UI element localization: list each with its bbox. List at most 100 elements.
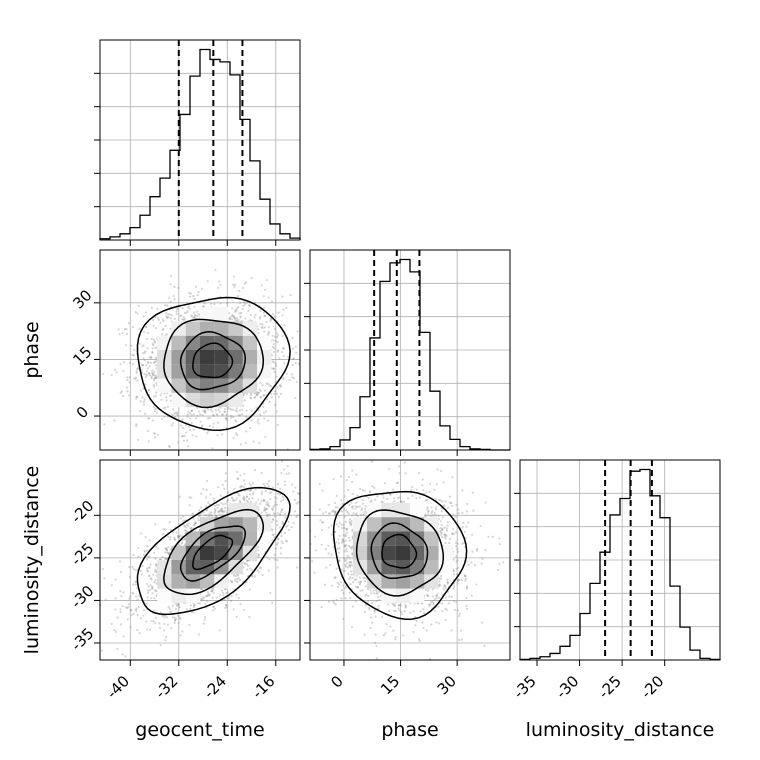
sample-point	[350, 573, 353, 576]
sample-point	[131, 325, 135, 329]
sample-point	[127, 606, 130, 609]
sample-point	[170, 314, 173, 317]
sample-point	[275, 375, 278, 378]
sample-point	[251, 482, 255, 485]
sample-point	[262, 482, 265, 486]
sample-point	[249, 493, 252, 496]
sample-point	[234, 310, 237, 313]
sample-point	[132, 354, 135, 357]
sample-point	[205, 509, 208, 512]
sample-point	[198, 509, 201, 512]
sample-point	[148, 555, 151, 558]
sample-point	[404, 472, 407, 475]
sample-point	[171, 604, 174, 607]
sample-point	[202, 622, 205, 625]
density-cell	[171, 378, 186, 393]
sample-point	[151, 585, 154, 588]
sample-point	[197, 312, 200, 316]
sample-point	[135, 395, 138, 398]
sample-point	[175, 310, 178, 313]
density-cell	[242, 350, 258, 365]
sample-point	[263, 326, 266, 329]
sample-point	[270, 385, 273, 388]
sample-point	[169, 548, 172, 551]
sample-point	[162, 629, 166, 632]
sample-point	[176, 411, 179, 414]
sample-point	[284, 516, 287, 519]
sample-point	[165, 548, 169, 551]
sample-point	[193, 483, 195, 485]
sample-point	[223, 509, 226, 512]
contour-level	[136, 296, 291, 431]
sample-point	[215, 596, 218, 599]
sample-point	[294, 396, 297, 400]
sample-point	[364, 507, 367, 511]
sample-point	[136, 628, 139, 632]
sample-point	[119, 570, 123, 574]
sample-point	[110, 373, 113, 377]
sample-point	[235, 432, 238, 435]
sample-point	[155, 376, 158, 379]
sample-point	[164, 639, 167, 642]
sample-point	[153, 581, 156, 584]
sample-point	[217, 510, 221, 513]
sample-point	[191, 434, 194, 437]
sample-point	[168, 552, 171, 555]
sample-point	[275, 503, 279, 506]
sample-point	[224, 472, 227, 475]
sample-point	[246, 500, 249, 504]
sample-point	[361, 502, 364, 505]
sample-point	[271, 345, 275, 348]
density-cell	[171, 574, 186, 589]
sample-point	[257, 570, 260, 573]
x-tick-label-luminosity-distance-vs-geocent-time: -16	[249, 672, 279, 702]
sample-point	[271, 518, 275, 521]
sample-point	[281, 522, 284, 525]
sample-point	[145, 325, 148, 328]
sample-point	[225, 418, 229, 421]
sample-point	[123, 328, 127, 331]
sample-point	[114, 578, 117, 581]
sample-point	[264, 489, 268, 493]
sample-point	[193, 521, 197, 524]
sample-point	[144, 412, 147, 415]
sample-point	[273, 553, 276, 556]
sample-point	[164, 406, 167, 409]
sample-point	[155, 326, 158, 330]
sample-point	[236, 577, 239, 580]
sample-point	[287, 356, 290, 359]
sample-point	[220, 510, 223, 514]
sample-point	[119, 623, 123, 626]
sample-point	[146, 628, 149, 631]
sample-point	[150, 355, 153, 359]
sample-point	[177, 614, 180, 618]
panel-content-phase-vs-geocent-time	[102, 250, 300, 485]
sample-point	[223, 506, 227, 509]
sample-point	[272, 506, 275, 509]
sample-point	[185, 523, 188, 526]
sample-point	[260, 511, 263, 514]
sample-point	[256, 391, 260, 394]
sample-point	[225, 603, 228, 607]
sample-point	[206, 508, 209, 511]
sample-point	[263, 314, 266, 317]
sample-point	[231, 318, 234, 321]
sample-point	[281, 508, 284, 511]
sample-point	[198, 410, 201, 413]
sample-point	[254, 313, 257, 316]
sample-point	[263, 499, 266, 502]
sample-point	[180, 424, 183, 427]
sample-point	[279, 552, 282, 555]
sample-point	[225, 413, 228, 416]
sample-point	[292, 377, 295, 380]
sample-point	[199, 506, 203, 509]
sample-point	[161, 533, 165, 536]
sample-point	[143, 550, 147, 554]
sample-point	[281, 335, 284, 338]
sample-point	[128, 381, 131, 384]
sample-point	[153, 377, 156, 380]
sample-point	[244, 415, 248, 418]
sample-point	[295, 566, 299, 569]
sample-point	[172, 294, 175, 298]
